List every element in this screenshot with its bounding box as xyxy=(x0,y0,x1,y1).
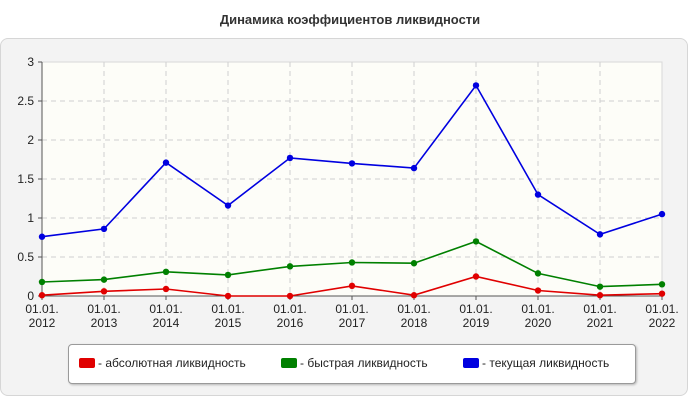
x-tick-label: 01.01. xyxy=(211,302,244,316)
data-point xyxy=(472,82,480,89)
legend: - абсолютная ликвидность - быстрая ликви… xyxy=(68,344,636,384)
x-tick-label: 01.01. xyxy=(149,302,182,316)
data-point xyxy=(472,273,480,280)
data-point xyxy=(224,271,232,279)
data-point xyxy=(534,191,542,198)
data-point xyxy=(162,159,170,166)
data-point xyxy=(100,288,108,295)
x-tick-label: 01.01. xyxy=(335,302,368,316)
legend-item-absolute[interactable]: - абсолютная ликвидность xyxy=(79,356,246,370)
data-point xyxy=(100,276,108,283)
x-tick-label: 01.01. xyxy=(645,302,678,316)
data-point xyxy=(534,287,542,294)
legend-swatch-current xyxy=(463,358,479,368)
legend-label-current: - текущая ликвидность xyxy=(482,356,610,370)
axes: 00.511.522.5301.01.201201.01.201301.01.2… xyxy=(17,55,678,330)
legend-item-current[interactable]: - текущая ликвидность xyxy=(463,356,609,370)
data-point xyxy=(38,292,46,299)
data-point xyxy=(596,231,604,238)
x-tick-label-year: 2021 xyxy=(587,316,614,330)
data-point xyxy=(162,268,170,276)
data-point xyxy=(410,260,418,267)
y-tick-label: 2 xyxy=(27,133,34,147)
data-point xyxy=(596,292,604,299)
x-tick-label-year: 2012 xyxy=(29,316,56,330)
y-tick-label: 0 xyxy=(27,289,34,303)
y-tick-label: 3 xyxy=(27,55,34,69)
data-point xyxy=(658,210,666,218)
x-tick-label-year: 2018 xyxy=(401,316,428,330)
data-point xyxy=(286,154,294,162)
x-tick-label: 01.01. xyxy=(397,302,430,316)
x-tick-label: 01.01. xyxy=(459,302,492,316)
data-point xyxy=(658,281,666,288)
x-tick-label: 01.01. xyxy=(521,302,554,316)
data-point xyxy=(348,160,356,167)
y-tick-label: 1 xyxy=(27,211,34,225)
legend-item-quick[interactable]: - быстрая ликвидность xyxy=(281,356,428,370)
series-absolute xyxy=(38,273,666,300)
series-quick xyxy=(38,238,666,290)
data-point xyxy=(38,278,46,286)
data-point xyxy=(286,263,294,270)
data-point xyxy=(162,285,170,293)
x-tick-label-year: 2020 xyxy=(525,316,552,330)
data-point xyxy=(348,282,356,290)
x-tick-label-year: 2022 xyxy=(649,316,676,330)
x-tick-label-year: 2019 xyxy=(463,316,490,330)
data-point xyxy=(100,225,108,233)
x-tick-label: 01.01. xyxy=(87,302,120,316)
x-tick-label-year: 2013 xyxy=(91,316,118,330)
data-point xyxy=(224,292,232,300)
data-point xyxy=(286,292,294,300)
data-point xyxy=(534,270,542,277)
legend-swatch-absolute xyxy=(79,358,95,368)
x-tick-label: 01.01. xyxy=(273,302,306,316)
data-point xyxy=(224,202,232,209)
x-tick-label: 01.01. xyxy=(583,302,616,316)
x-tick-label-year: 2014 xyxy=(153,316,180,330)
legend-label-absolute: - абсолютная ликвидность xyxy=(98,356,246,370)
y-tick-label: 0.5 xyxy=(17,250,34,264)
data-point xyxy=(596,283,604,290)
data-point xyxy=(472,238,480,245)
data-point xyxy=(410,164,418,172)
data-point xyxy=(658,290,666,297)
legend-swatch-quick xyxy=(281,358,297,368)
x-tick-label-year: 2016 xyxy=(277,316,304,330)
grid-lines xyxy=(42,62,662,296)
data-point xyxy=(410,292,418,299)
series-layer xyxy=(38,82,666,300)
data-point xyxy=(348,259,356,266)
y-tick-label: 2.5 xyxy=(17,94,34,108)
x-tick-label-year: 2015 xyxy=(215,316,242,330)
y-tick-label: 1.5 xyxy=(17,172,34,186)
x-tick-label: 01.01. xyxy=(25,302,58,316)
chart-title: Динамика коэффициентов ликвидности xyxy=(219,12,481,27)
x-tick-label-year: 2017 xyxy=(339,316,366,330)
series-current xyxy=(38,82,666,240)
legend-label-quick: - быстрая ликвидность xyxy=(300,356,428,370)
data-point xyxy=(38,233,46,240)
